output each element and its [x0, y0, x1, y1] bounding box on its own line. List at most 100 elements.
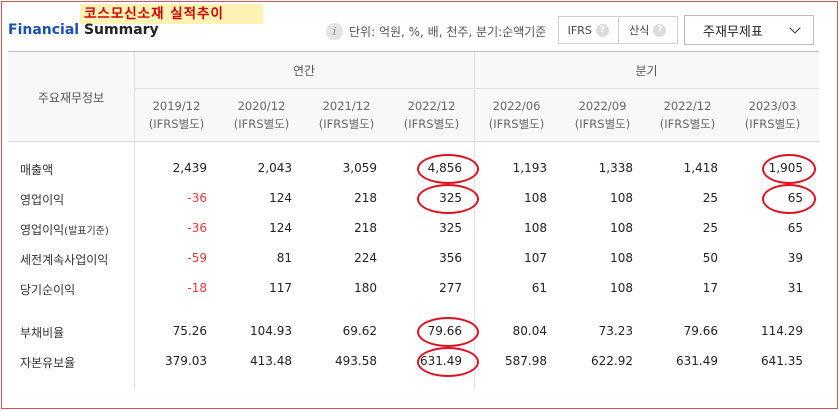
- table-cell: 108: [610, 281, 633, 295]
- row-label-text: 세전계속사업이익: [20, 253, 109, 267]
- basis-toggle-group: IFRS ? 산식 ?: [558, 16, 678, 44]
- table-cell: 31: [787, 281, 803, 295]
- help-icon[interactable]: ?: [595, 23, 609, 37]
- table-cell: 587.98: [505, 354, 547, 368]
- financial-summary-table: 주요재무정보 연간 분기 2019/12 (IFRS별도) 2020/12 (IFRS…: [8, 51, 819, 389]
- column-header: 2022/06 (IFRS별도): [474, 88, 559, 142]
- table-cell: 75.26: [172, 324, 207, 338]
- row-label: 부채비율: [20, 324, 64, 341]
- row-label-text: 부채비율: [20, 326, 65, 340]
- column-basis: (IFRS별도): [659, 117, 716, 131]
- table-cell: 65: [787, 191, 803, 205]
- table-cell: 218: [354, 191, 377, 205]
- chevron-down-icon: [789, 22, 801, 34]
- table-cell: 2,439: [172, 161, 207, 175]
- row-label: 당기순이익: [20, 281, 75, 298]
- table-cell: 61: [531, 281, 547, 295]
- table-cell: 25: [702, 221, 718, 235]
- row-label-text: 당기순이익: [20, 283, 76, 297]
- table-cell: 379.03: [165, 354, 207, 368]
- unit-note: 단위: 억원, %, 배, 천주, 분기:순액기준: [349, 24, 547, 39]
- section-title-part2: Summary: [79, 22, 159, 38]
- table-cell: 17: [702, 281, 718, 295]
- table-cell: -18: [187, 281, 207, 295]
- row-label: 영업이익(발표기준): [20, 221, 109, 238]
- unit-info: i 단위: 억원, %, 배, 천주, 분기:순액기준: [326, 22, 546, 40]
- table-cell: 108: [524, 221, 547, 235]
- column-period: 2019/12: [152, 99, 201, 113]
- column-period: 2020/12: [237, 99, 286, 113]
- column-basis: (IFRS별도): [148, 117, 205, 131]
- column-period: 2021/12: [322, 99, 371, 113]
- column-period: 2022/09: [578, 99, 627, 113]
- table-cell: 65: [787, 221, 803, 235]
- table-cell: 114.29: [761, 324, 803, 338]
- table-cell: 117: [269, 281, 292, 295]
- table-cell: 1,905: [768, 161, 803, 175]
- table-cell: -59: [187, 251, 207, 265]
- table-cell: 69.62: [342, 324, 377, 338]
- table-cell: 124: [269, 221, 292, 235]
- table-cell: 25: [702, 191, 718, 205]
- column-header: 2022/12 (IFRS별도): [645, 88, 730, 142]
- group-divider: [474, 52, 475, 389]
- column-header: 2022/12 (IFRS별도): [389, 88, 474, 142]
- table-cell: 80.04: [512, 324, 547, 338]
- table-cell: 108: [610, 191, 633, 205]
- table-cell: 3,059: [342, 161, 377, 175]
- annotation-title: 코스모신소재 실적추이: [80, 4, 263, 24]
- table-cell: 493.58: [335, 354, 377, 368]
- table-cell: 108: [524, 191, 547, 205]
- ifrs-toggle-label: IFRS: [567, 23, 592, 37]
- table-cell: -36: [187, 191, 207, 205]
- table-cell: 81: [276, 251, 292, 265]
- row-label: 자본유보율: [20, 354, 75, 371]
- column-basis: (IFRS별도): [318, 117, 375, 131]
- table-cell: 79.66: [427, 324, 462, 338]
- row-label-text: 영업이익: [20, 223, 65, 237]
- column-basis: (IFRS별도): [403, 117, 460, 131]
- table-cell: 218: [354, 221, 377, 235]
- statement-type-select[interactable]: 주재무제표: [684, 15, 814, 45]
- table-cell: 631.49: [420, 354, 462, 368]
- row-label-text: 자본유보율: [20, 356, 76, 370]
- help-icon[interactable]: ?: [653, 23, 667, 37]
- group-annual: 연간: [292, 63, 316, 78]
- table-cell: 73.23: [598, 324, 633, 338]
- table-cell: 50: [702, 251, 718, 265]
- table-cell: 224: [354, 251, 377, 265]
- table-cell: 1,338: [598, 161, 633, 175]
- column-basis: (IFRS별도): [574, 117, 631, 131]
- table-cell: 1,418: [683, 161, 718, 175]
- table-cell: 2,043: [257, 161, 292, 175]
- table-cell: 39: [787, 251, 803, 265]
- table-cell: 325: [439, 191, 462, 205]
- row-label-text: 영업이익: [20, 193, 65, 207]
- info-icon[interactable]: i: [326, 22, 343, 40]
- column-header: 2021/12 (IFRS별도): [304, 88, 389, 142]
- table-cell: 277: [439, 281, 462, 295]
- row-label-text: 매출액: [20, 163, 54, 177]
- row-header: 주요재무정보: [37, 90, 105, 105]
- column-header: 2023/03 (IFRS별도): [730, 88, 815, 142]
- column-header: 2020/12 (IFRS별도): [219, 88, 304, 142]
- table-header-background: [8, 52, 819, 142]
- table-cell: 1,193: [512, 161, 547, 175]
- table-cell: 79.66: [683, 324, 718, 338]
- table-cell: 413.48: [250, 354, 292, 368]
- section-title: Financial Summary: [8, 22, 159, 38]
- table-cell: 641.35: [761, 354, 803, 368]
- table-cell: 180: [354, 281, 377, 295]
- column-period: 2022/12: [663, 99, 712, 113]
- column-period: 2022/12: [407, 99, 456, 113]
- row-label: 영업이익: [20, 191, 64, 208]
- ifrs-toggle[interactable]: IFRS ?: [559, 17, 618, 43]
- table-cell: 4,856: [427, 161, 462, 175]
- column-divider: [134, 52, 135, 389]
- table-cell: 325: [439, 221, 462, 235]
- column-header: 2019/12 (IFRS별도): [134, 88, 219, 142]
- group-header-divider: [134, 88, 819, 89]
- column-basis: (IFRS별도): [233, 117, 290, 131]
- group-quarterly: 분기: [635, 63, 658, 78]
- formula-toggle[interactable]: 산식 ?: [617, 17, 678, 43]
